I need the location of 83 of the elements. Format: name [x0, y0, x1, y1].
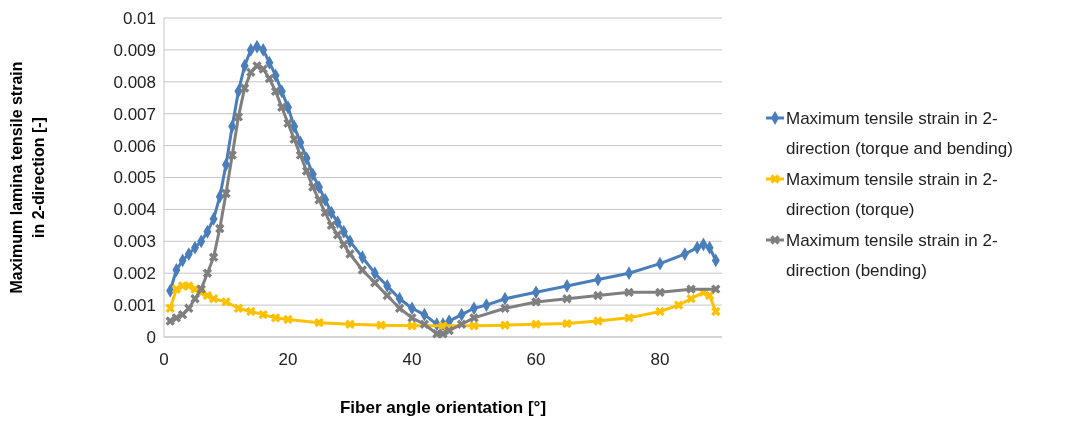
- point: [711, 306, 721, 317]
- point: [711, 284, 721, 294]
- point: [407, 321, 417, 331]
- point: [246, 306, 256, 317]
- y-tick-label: 0.007: [113, 104, 156, 124]
- point: [469, 321, 479, 331]
- point: [320, 207, 330, 218]
- point: [295, 150, 306, 160]
- y-tick-label: 0.002: [113, 264, 156, 284]
- y-tick-label: 0.005: [113, 168, 156, 188]
- point: [221, 297, 231, 307]
- point: [345, 249, 355, 259]
- point: [258, 64, 268, 74]
- legend-label: Maximum tensile strain in 2-direction (torque): [786, 170, 998, 219]
- y-tick-label: 0: [146, 327, 156, 347]
- point: [165, 303, 175, 313]
- point: [686, 294, 696, 304]
- y-tick-label: 0.004: [113, 200, 156, 220]
- x-tick-label: 60: [526, 350, 546, 369]
- y-tick-label: 0.009: [113, 40, 156, 60]
- point: [419, 319, 430, 329]
- point: [270, 313, 281, 323]
- y-tick-label: 0.003: [113, 232, 156, 252]
- x-tick-label: 20: [278, 350, 298, 369]
- point: [332, 230, 343, 240]
- point: [258, 309, 268, 320]
- point: [196, 284, 206, 294]
- point: [233, 303, 244, 313]
- point: [562, 294, 572, 304]
- point: [177, 309, 188, 320]
- point: [165, 316, 175, 326]
- point: [184, 303, 194, 313]
- point: [264, 73, 275, 84]
- point: [673, 300, 684, 310]
- point: [171, 284, 182, 294]
- point: [370, 278, 380, 288]
- point: [531, 319, 541, 329]
- y-tick-label: 0.01: [122, 8, 156, 28]
- point: [239, 83, 250, 93]
- point: [301, 166, 312, 176]
- x-tick-label: 80: [650, 350, 670, 369]
- point: [326, 220, 337, 231]
- legend-label: Maximum tensile strain in 2-direction (bending): [786, 231, 998, 280]
- x-axis-title: Fiber angle orientation [°]: [339, 398, 547, 417]
- point: [190, 294, 200, 304]
- point: [500, 320, 510, 330]
- point: [704, 290, 715, 301]
- point: [215, 223, 225, 234]
- x-tick-label: 40: [402, 350, 422, 369]
- point: [339, 239, 349, 250]
- y-tick-label: 0.006: [113, 136, 156, 156]
- point: [277, 102, 287, 113]
- point: [655, 287, 665, 298]
- point: [202, 268, 213, 278]
- point: [469, 313, 479, 323]
- point: [624, 313, 634, 323]
- point: [624, 287, 634, 298]
- legend-label: Maximum tensile strain in 2-direction (torque and bending): [786, 109, 1013, 158]
- point: [593, 316, 603, 326]
- point: [500, 303, 510, 313]
- y-tick-label: 0.008: [113, 72, 156, 92]
- point: [308, 182, 318, 192]
- y-axis-title: Maximum lamina tensile strain in 2-direction [-]: [8, 61, 47, 294]
- point: [531, 297, 541, 307]
- point: [270, 86, 281, 97]
- point: [382, 290, 392, 301]
- point: [246, 67, 256, 77]
- point: [407, 313, 417, 323]
- point: [444, 325, 454, 336]
- point: [456, 319, 467, 329]
- point: [376, 320, 386, 330]
- point: [208, 252, 219, 262]
- point: [227, 150, 237, 160]
- point: [314, 195, 324, 205]
- x-tick-label: 0: [159, 350, 169, 369]
- point: [686, 284, 696, 294]
- point: [233, 112, 244, 122]
- point: [394, 303, 405, 313]
- y-tick-label: 0.001: [113, 296, 156, 316]
- point: [208, 294, 219, 304]
- point: [345, 319, 355, 329]
- point: [283, 118, 293, 128]
- point: [289, 134, 299, 144]
